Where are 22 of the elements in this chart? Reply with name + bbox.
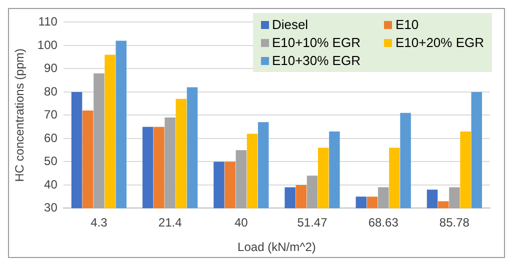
y-tick-label: 70 [44, 108, 58, 122]
x-tick-label: 21.4 [158, 216, 182, 230]
y-tick-label: 30 [44, 200, 58, 215]
x-tick-label: 40 [234, 216, 248, 230]
x-axis-title: Load (kN/m^2) [238, 240, 316, 254]
legend-label: E10+20% EGR [395, 35, 484, 50]
y-axis-title: HC concentrations (ppm) [12, 48, 27, 182]
x-tick-label: 85.78 [439, 216, 470, 230]
y-tick-label: 90 [44, 61, 58, 76]
legend-label: E10 [395, 17, 419, 32]
legend-label: E10+10% EGR [272, 35, 360, 50]
x-tick-label: 51.47 [297, 216, 328, 230]
y-tick-label: 50 [44, 154, 58, 168]
y-tick-label: 40 [44, 177, 58, 192]
y-tick-label: 110 [38, 14, 58, 29]
y-tick-label: 60 [44, 130, 58, 145]
legend-label: E10+30% EGR [272, 53, 360, 68]
x-tick-label: 68.63 [368, 216, 399, 230]
y-tick-label: 80 [44, 84, 58, 98]
legend-label: Diesel [272, 17, 308, 32]
y-tick-label: 100 [37, 38, 58, 52]
x-tick-label: 4.3 [90, 216, 108, 230]
